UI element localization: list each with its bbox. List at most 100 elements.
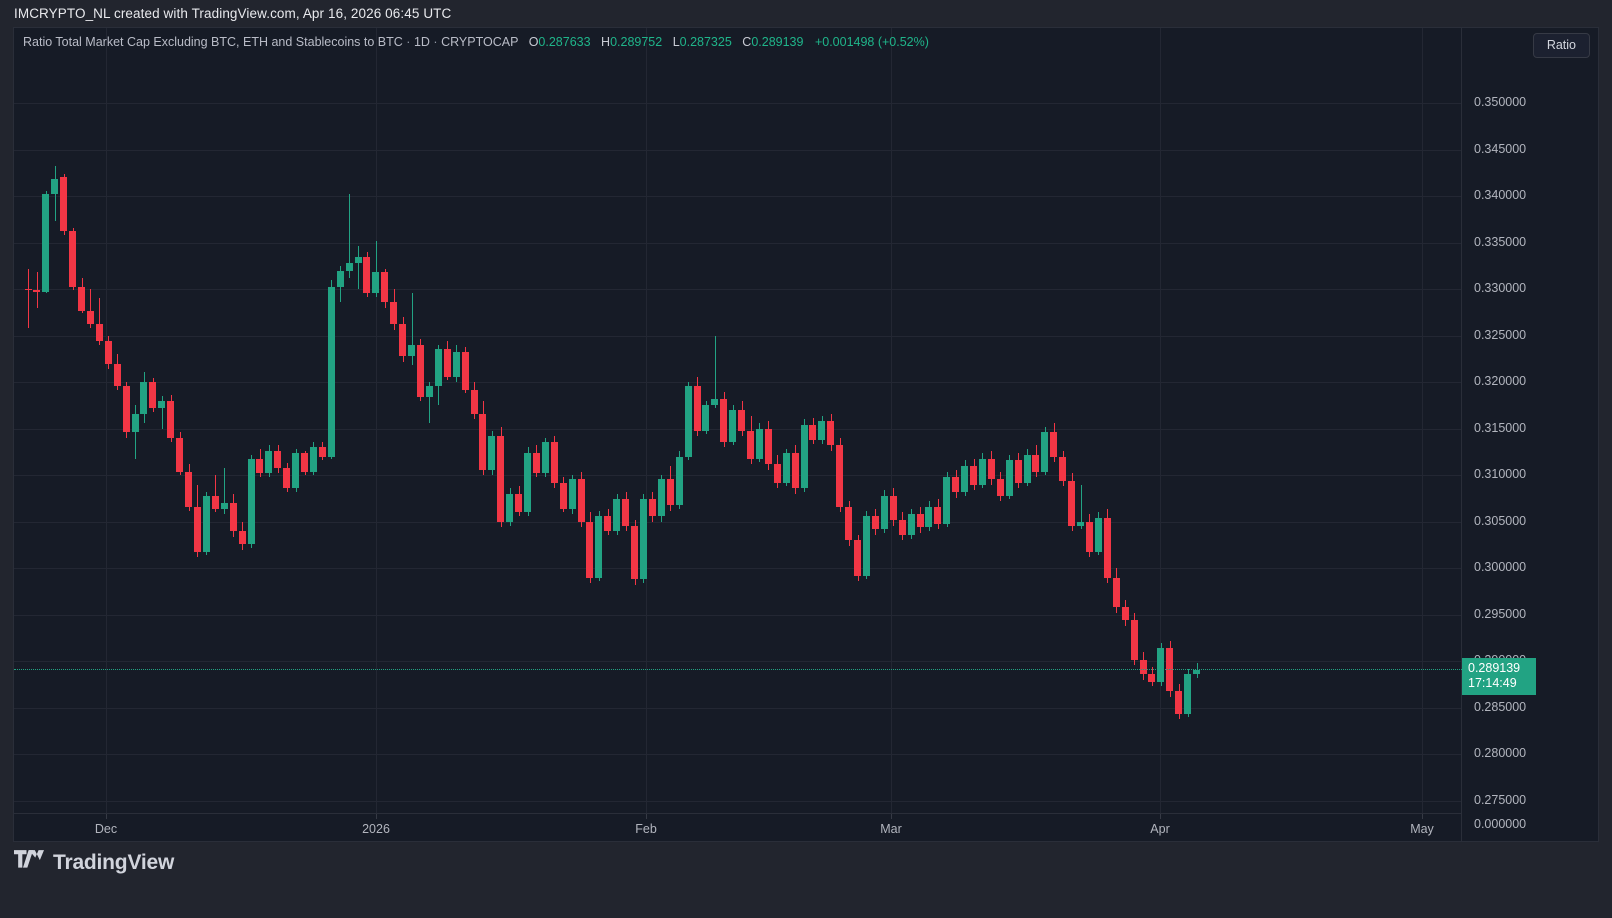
current-price-line (14, 669, 1462, 670)
candle-body (158, 400, 165, 409)
candle-body (845, 506, 852, 541)
legend-interval[interactable]: 1D (413, 35, 430, 49)
candle-body (917, 514, 924, 528)
candle-body (711, 398, 718, 405)
grid-line-horizontal (14, 103, 1462, 104)
candle-wick (715, 335, 716, 409)
candle-body (863, 516, 870, 576)
candle-body (435, 348, 442, 386)
candle-body (1077, 521, 1084, 526)
legend-open-label: O (528, 35, 539, 49)
candle-body (292, 452, 299, 489)
candle-body (720, 398, 727, 442)
legend-close-label: C (742, 35, 752, 49)
candle-body (881, 495, 888, 530)
price-tick-label: 0.315000 (1474, 420, 1527, 435)
candle-body (60, 177, 67, 232)
candle-body (1086, 521, 1093, 552)
price-tick-label: 0.275000 (1474, 793, 1527, 807)
grid-line-vertical (1422, 28, 1423, 813)
grid-line-horizontal (14, 754, 1462, 755)
candle-body (1175, 691, 1182, 714)
candle-body (702, 404, 709, 431)
price-tick-label: 0.340000 (1474, 188, 1527, 203)
candle-body (533, 452, 540, 474)
price-tick-label: 0.325000 (1474, 327, 1527, 342)
time-scale-axis[interactable]: Dec 2026 Feb Mar Apr May (14, 813, 1462, 841)
current-price-countdown: 17:14:49 (1468, 676, 1517, 690)
candle-body (872, 516, 879, 530)
time-tick-mark (1422, 814, 1423, 819)
tradingview-brand-text: TradingView (53, 851, 175, 874)
candle-body (524, 452, 531, 513)
current-price-value: 0.289139 (1468, 661, 1521, 675)
price-tick-label: 0.300000 (1474, 560, 1527, 575)
chart-legend: Ratio Total Market Cap Excluding BTC, ET… (23, 34, 929, 50)
candle-body (185, 471, 192, 507)
candle-body (925, 506, 932, 528)
price-tick-label: 0.305000 (1474, 513, 1527, 528)
candle-body (551, 441, 558, 483)
candle-body (363, 257, 370, 293)
chart-frame: Ratio Total Market Cap Excluding BTC, ET… (13, 27, 1599, 842)
grid-line-horizontal (14, 196, 1462, 197)
candle-body (256, 458, 263, 474)
legend-exchange: CRYPTOCAP (441, 35, 519, 49)
candle-body (622, 499, 629, 526)
ratio-button[interactable]: Ratio (1532, 33, 1590, 58)
time-tick-label: May (1410, 822, 1434, 836)
candle-body (1140, 659, 1147, 675)
time-tick-mark (646, 814, 647, 819)
grid-line-horizontal (14, 661, 1462, 662)
grid-line-horizontal (14, 382, 1462, 383)
candle-wick (28, 268, 29, 329)
legend-high-value: 0.289752 (610, 35, 663, 49)
candle-body (1032, 454, 1039, 472)
candle-body (729, 410, 736, 442)
time-tick-label: Mar (880, 822, 902, 836)
tradingview-logo-icon (14, 850, 44, 876)
candle-wick (37, 272, 38, 308)
grid-line-vertical (106, 28, 107, 813)
candle-body (471, 389, 478, 414)
legend-symbol[interactable]: Ratio Total Market Cap Excluding BTC, ET… (23, 35, 403, 49)
price-tick-label: 0.310000 (1474, 467, 1527, 482)
legend-high-label: H (601, 35, 611, 49)
candle-body (87, 310, 94, 325)
candle-body (738, 410, 745, 431)
legend-low-label: L (672, 35, 680, 49)
candle-body (453, 352, 460, 377)
candle-body (1041, 432, 1048, 472)
candle-body (105, 341, 112, 364)
candle-body (51, 179, 58, 195)
candle-body (78, 287, 85, 311)
candle-body (96, 324, 103, 342)
candle-body (42, 194, 49, 292)
candle-body (274, 451, 281, 468)
candle-wick (349, 194, 350, 278)
candle-body (899, 519, 906, 535)
candle-body (854, 540, 861, 576)
time-tick-mark (376, 814, 377, 819)
candle-body (542, 441, 549, 474)
candle-body (756, 428, 763, 459)
chart-plot-area[interactable] (14, 28, 1462, 813)
candle-body (1006, 460, 1013, 496)
candle-body (586, 521, 593, 578)
candle-body (149, 382, 156, 409)
price-tick-label: 0.335000 (1474, 234, 1527, 249)
candle-wick (162, 396, 163, 429)
candle-body (631, 525, 638, 580)
time-tick-label: Feb (635, 822, 657, 836)
candle-body (1015, 460, 1022, 483)
candle-body (569, 478, 576, 509)
candle-body (479, 413, 486, 470)
candle-body (1050, 432, 1057, 457)
candle-body (578, 478, 585, 522)
price-tick-label: 0.350000 (1474, 95, 1527, 109)
candle-body (25, 289, 32, 291)
candle-body (1131, 620, 1138, 660)
price-scale-axis[interactable]: 0.350000 0.345000 0.340000 0.335000 0.330000… (1461, 28, 1598, 841)
candle-body (283, 467, 290, 489)
candle-body (801, 425, 808, 489)
